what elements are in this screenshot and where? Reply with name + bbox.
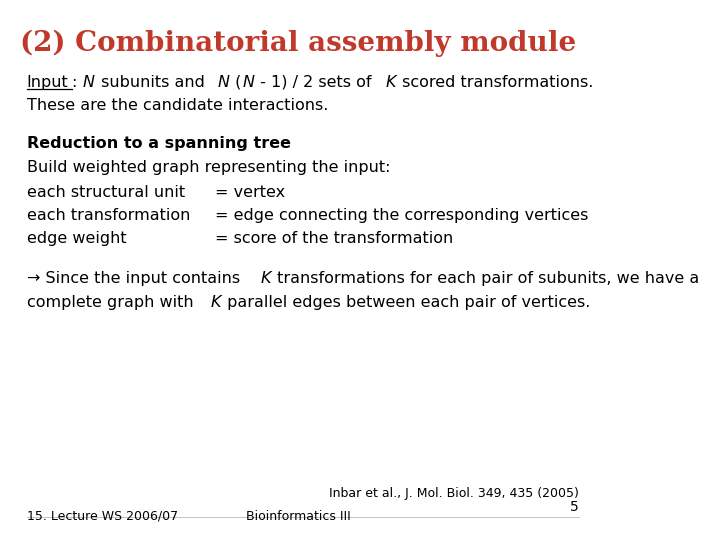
Text: → Since the input contains: → Since the input contains bbox=[27, 271, 245, 286]
Text: Build weighted graph representing the input:: Build weighted graph representing the in… bbox=[27, 160, 390, 176]
Text: K: K bbox=[385, 75, 396, 90]
Text: Bioinformatics III: Bioinformatics III bbox=[246, 510, 351, 523]
Text: :: : bbox=[71, 75, 77, 90]
Text: complete graph with: complete graph with bbox=[27, 295, 199, 310]
Text: (: ( bbox=[230, 75, 242, 90]
Text: = score of the transformation: = score of the transformation bbox=[215, 231, 453, 246]
Text: each structural unit: each structural unit bbox=[27, 185, 185, 200]
Text: subunits and: subunits and bbox=[96, 75, 210, 90]
Text: scored transformations.: scored transformations. bbox=[397, 75, 593, 90]
Text: Input: Input bbox=[27, 75, 68, 90]
Text: = vertex: = vertex bbox=[215, 185, 285, 200]
Text: edge weight: edge weight bbox=[27, 231, 127, 246]
Text: N: N bbox=[83, 75, 95, 90]
Text: each transformation: each transformation bbox=[27, 208, 190, 223]
Text: - 1) / 2 sets of: - 1) / 2 sets of bbox=[256, 75, 377, 90]
Text: N: N bbox=[217, 75, 230, 90]
Text: = edge connecting the corresponding vertices: = edge connecting the corresponding vert… bbox=[215, 208, 588, 223]
Text: K: K bbox=[210, 295, 221, 310]
Text: transformations for each pair of subunits, we have a: transformations for each pair of subunit… bbox=[271, 271, 699, 286]
Text: Inbar et al., J. Mol. Biol. 349, 435 (2005): Inbar et al., J. Mol. Biol. 349, 435 (20… bbox=[329, 487, 579, 500]
Text: 15. Lecture WS 2006/07: 15. Lecture WS 2006/07 bbox=[27, 510, 178, 523]
Text: These are the candidate interactions.: These are the candidate interactions. bbox=[27, 98, 328, 113]
Text: N: N bbox=[243, 75, 255, 90]
Text: Reduction to a spanning tree: Reduction to a spanning tree bbox=[27, 136, 291, 151]
Text: (2) Combinatorial assembly module: (2) Combinatorial assembly module bbox=[20, 30, 577, 57]
Text: K: K bbox=[261, 271, 271, 286]
Text: parallel edges between each pair of vertices.: parallel edges between each pair of vert… bbox=[222, 295, 590, 310]
Text: 5: 5 bbox=[570, 500, 579, 514]
